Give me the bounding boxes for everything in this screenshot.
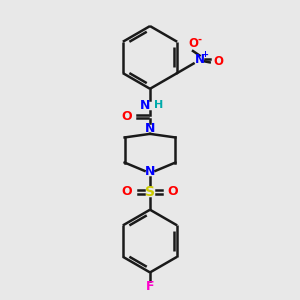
- Text: N: N: [145, 122, 155, 135]
- Text: H: H: [154, 100, 163, 110]
- Text: O: O: [188, 37, 198, 50]
- Text: +: +: [201, 50, 208, 59]
- Text: -: -: [197, 35, 202, 45]
- Text: N: N: [194, 53, 205, 67]
- Text: O: O: [214, 55, 224, 68]
- Text: N: N: [140, 99, 150, 112]
- Text: N: N: [145, 165, 155, 178]
- Text: O: O: [122, 110, 132, 123]
- Text: F: F: [146, 280, 154, 293]
- Text: O: O: [168, 185, 178, 198]
- Text: S: S: [145, 185, 155, 199]
- Text: O: O: [122, 185, 132, 198]
